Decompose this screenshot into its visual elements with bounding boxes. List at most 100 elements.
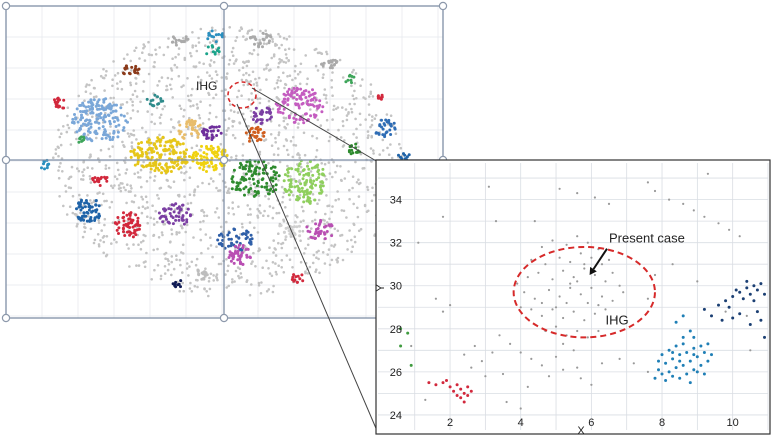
overview-cell-dot bbox=[233, 244, 237, 248]
overview-cell-dot bbox=[164, 162, 168, 166]
y-tick-label: 26 bbox=[390, 367, 402, 379]
scatter-point bbox=[615, 316, 618, 320]
overview-cell-dot bbox=[191, 155, 194, 159]
overview-cell-dot bbox=[316, 69, 320, 72]
overview-cell-dot bbox=[176, 157, 180, 160]
overview-cell-dot bbox=[177, 215, 181, 219]
overview-cell-dot bbox=[177, 167, 181, 171]
overview-cell-dot bbox=[154, 160, 158, 163]
overview-cell-dot bbox=[296, 167, 300, 171]
overview-cell-dot bbox=[253, 114, 257, 118]
overview-cell-dot bbox=[46, 163, 50, 166]
overview-cell-dot bbox=[313, 91, 317, 95]
overview-cell-dot bbox=[128, 212, 132, 216]
overview-cell-dot bbox=[132, 243, 135, 246]
overview-cell-dot bbox=[213, 39, 216, 42]
scatter-point bbox=[706, 359, 710, 363]
overview-cell-dot bbox=[172, 36, 176, 40]
overview-cell-dot bbox=[220, 244, 224, 248]
scatter-point bbox=[579, 377, 582, 380]
overview-cell-dot bbox=[139, 148, 143, 152]
overview-cell-dot bbox=[192, 236, 195, 239]
overview-cell-dot bbox=[158, 144, 162, 148]
overview-cell-dot bbox=[214, 70, 218, 73]
overview-cell-dot bbox=[158, 187, 162, 190]
overview-cell-dot bbox=[77, 140, 81, 144]
overview-cell-dot bbox=[347, 150, 351, 154]
overview-cell-dot bbox=[195, 161, 199, 165]
scatter-point bbox=[671, 263, 674, 266]
overview-cell-dot bbox=[343, 177, 347, 180]
overview-cell-dot bbox=[108, 155, 112, 158]
overview-cell-dot bbox=[255, 81, 258, 85]
overview-cell-dot bbox=[150, 120, 153, 124]
overview-cell-dot bbox=[183, 108, 186, 112]
scatter-point bbox=[660, 353, 664, 357]
overview-cell-dot bbox=[75, 207, 78, 211]
overview-cell-dot bbox=[269, 176, 273, 180]
resize-handle[interactable] bbox=[219, 155, 229, 165]
overview-cell-dot bbox=[190, 132, 193, 136]
overview-cell-dot bbox=[265, 118, 269, 122]
scatter-point bbox=[660, 372, 664, 376]
overview-cell-dot bbox=[207, 182, 211, 186]
overview-cell-dot bbox=[337, 128, 340, 132]
overview-cell-dot bbox=[129, 59, 132, 63]
overview-cell-dot bbox=[282, 144, 286, 148]
overview-cell-dot bbox=[232, 213, 236, 216]
overview-cell-dot bbox=[332, 104, 336, 108]
scatter-point bbox=[745, 314, 748, 317]
overview-cell-dot bbox=[351, 71, 354, 74]
resize-handle[interactable] bbox=[438, 1, 448, 11]
overview-cell-dot bbox=[183, 165, 186, 168]
overview-cell-dot bbox=[122, 114, 126, 118]
overview-cell-dot bbox=[122, 230, 125, 234]
resize-handle[interactable] bbox=[1, 313, 11, 323]
overview-cell-dot bbox=[209, 272, 213, 276]
overview-cell-dot bbox=[306, 272, 310, 275]
overview-cell-dot bbox=[379, 97, 383, 101]
overview-cell-dot bbox=[392, 121, 396, 125]
overview-cell-dot bbox=[231, 280, 234, 284]
overview-cell-dot bbox=[188, 265, 191, 268]
overview-cell-dot bbox=[287, 188, 291, 192]
overview-cell-dot bbox=[297, 122, 300, 125]
overview-cell-dot bbox=[177, 129, 181, 133]
overview-cell-dot bbox=[271, 40, 275, 43]
overview-cell-dot bbox=[152, 233, 156, 237]
resize-handle[interactable] bbox=[1, 155, 11, 165]
overview-cell-dot bbox=[173, 63, 177, 67]
overview-cell-dot bbox=[323, 222, 326, 226]
overview-cell-dot bbox=[245, 235, 249, 239]
overview-cell-dot bbox=[149, 99, 153, 103]
overview-cell-dot bbox=[58, 135, 62, 139]
overview-cell-dot bbox=[314, 230, 318, 234]
overview-cell-dot bbox=[113, 238, 116, 241]
overview-cell-dot bbox=[121, 182, 124, 185]
overview-cell-dot bbox=[183, 195, 186, 198]
overview-cell-dot bbox=[268, 184, 272, 188]
resize-handle[interactable] bbox=[1, 1, 11, 11]
overview-cell-dot bbox=[228, 26, 231, 29]
overview-cell-dot bbox=[340, 209, 344, 212]
overview-cell-dot bbox=[289, 139, 293, 143]
overview-cell-dot bbox=[88, 137, 92, 141]
overview-cell-dot bbox=[172, 180, 176, 183]
overview-cell-dot bbox=[172, 137, 176, 141]
overview-cell-dot bbox=[200, 209, 203, 212]
overview-cell-dot bbox=[122, 215, 126, 219]
overview-cell-dot bbox=[309, 170, 313, 173]
resize-handle[interactable] bbox=[219, 313, 229, 323]
overview-cell-dot bbox=[335, 60, 339, 63]
overview-cell-dot bbox=[362, 96, 365, 99]
overview-cell-dot bbox=[64, 184, 67, 188]
overview-cell-dot bbox=[403, 153, 407, 157]
overview-cell-dot bbox=[237, 89, 241, 93]
overview-cell-dot bbox=[287, 153, 290, 156]
overview-cell-dot bbox=[370, 135, 374, 139]
scatter-point bbox=[417, 241, 420, 244]
overview-cell-dot bbox=[253, 42, 256, 46]
overview-cell-dot bbox=[201, 130, 205, 134]
resize-handle[interactable] bbox=[219, 1, 229, 11]
overview-cell-dot bbox=[275, 211, 279, 215]
